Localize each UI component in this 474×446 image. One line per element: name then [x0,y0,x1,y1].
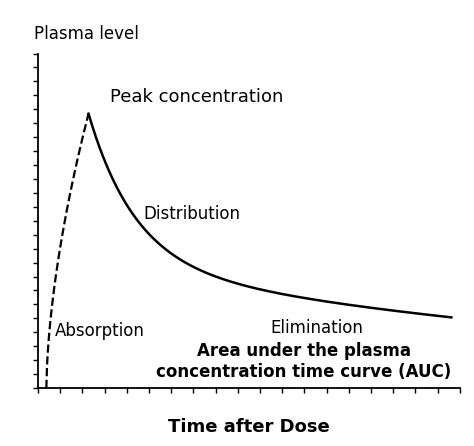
Text: Absorption: Absorption [55,322,145,340]
Text: Time after Dose: Time after Dose [168,418,330,436]
Text: Elimination: Elimination [270,319,363,337]
Text: Area under the plasma
concentration time curve (AUC): Area under the plasma concentration time… [156,342,451,380]
Text: Peak concentration: Peak concentration [109,88,283,106]
Text: Distribution: Distribution [143,205,240,223]
Text: Plasma level: Plasma level [34,25,138,43]
